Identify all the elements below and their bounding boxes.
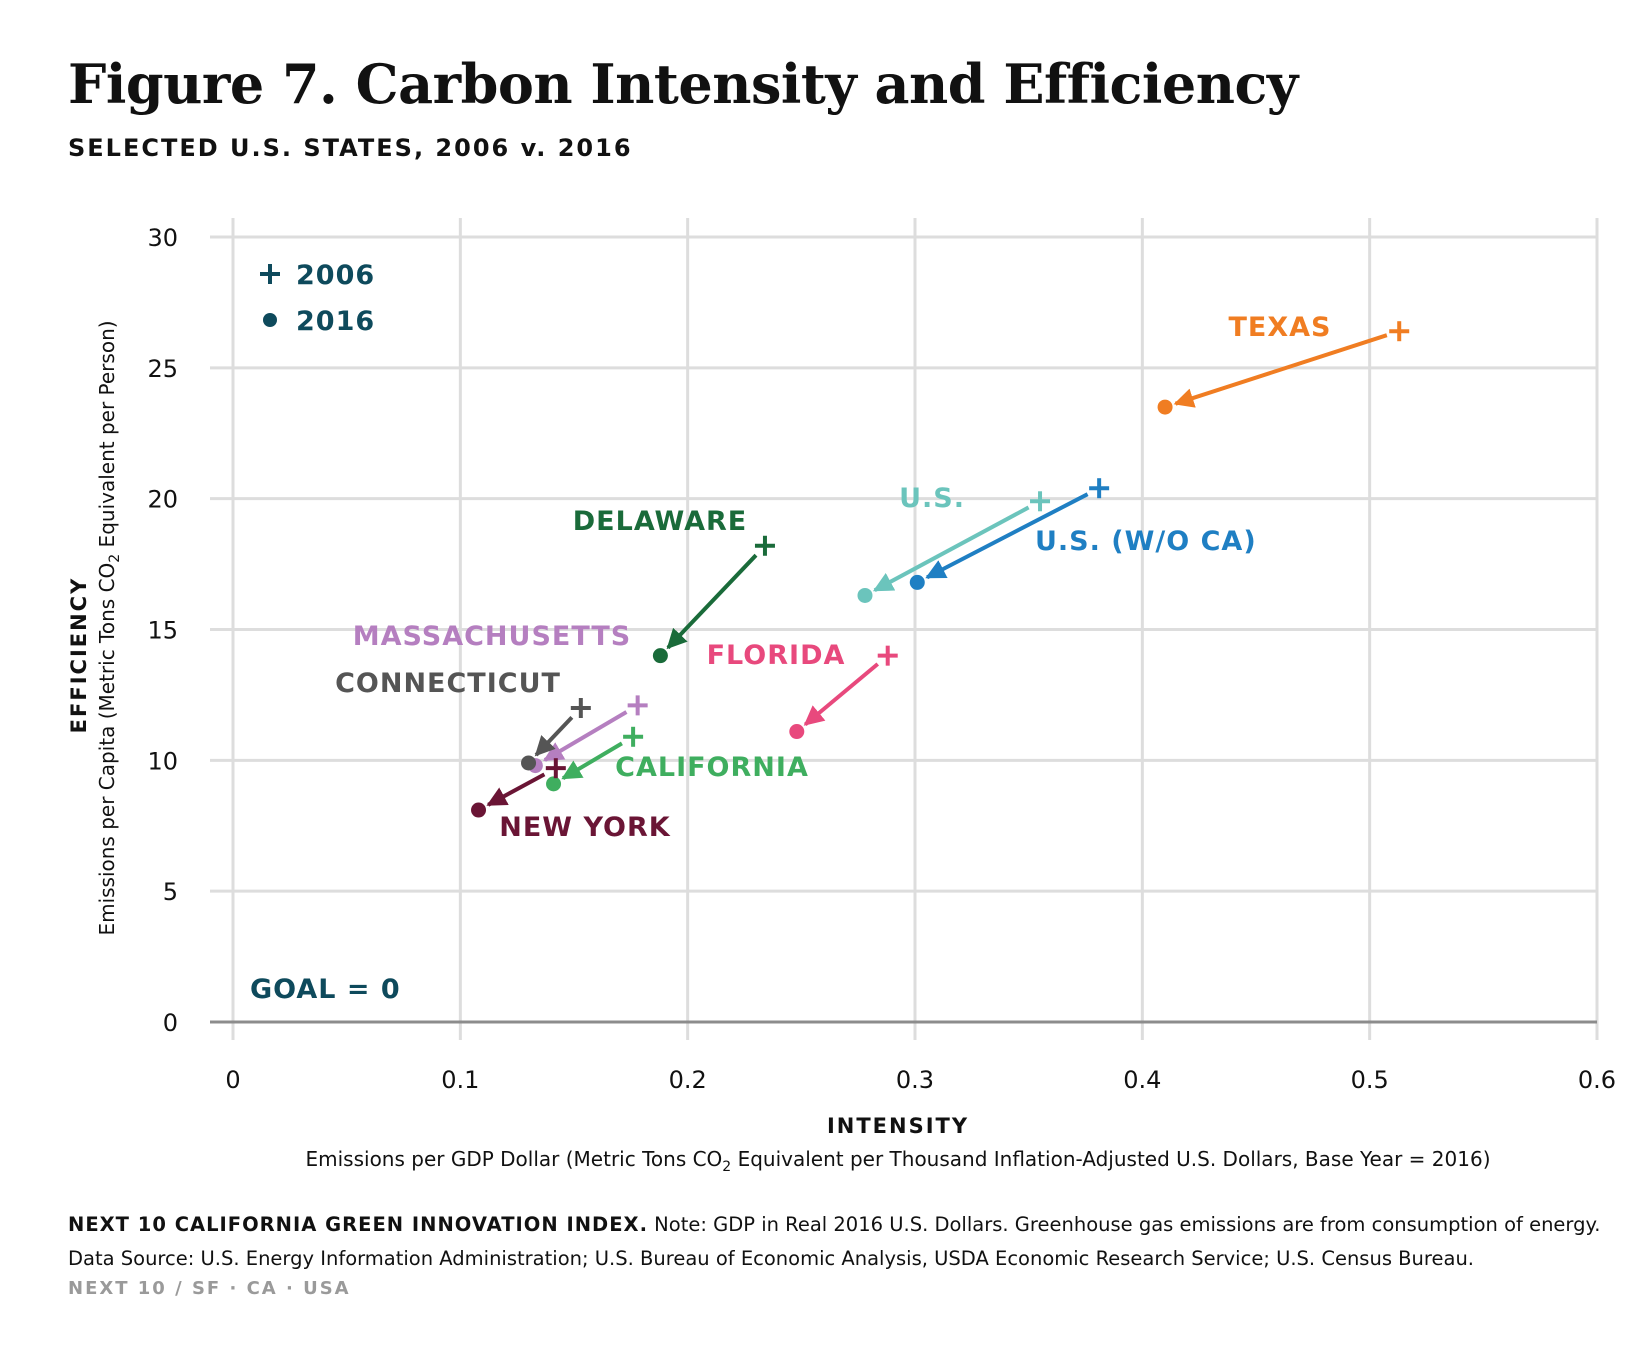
scatter-chart: 0 5 10 15 20 25 30 0 0.1 0.2 0.3 0.4 0.5 0.6 TEXAS U.S…	[67, 218, 1616, 1175]
legend-label-2006: 2006	[296, 260, 375, 291]
series-label: CALIFORNIA	[615, 752, 809, 783]
x-axis-subtitle: Emissions per GDP Dollar (Metric Tons CO…	[306, 1147, 1491, 1175]
change-arrow	[666, 553, 758, 650]
x-axis-title: INTENSITY	[827, 1114, 969, 1138]
y-tick-label: 25	[147, 355, 178, 383]
data-series: TEXAS U.S. U.S. (W/O CA) DELAWARE FLORIDA MAS…	[335, 312, 1410, 843]
change-arrow	[486, 772, 546, 807]
series-u-s: U.S.	[857, 483, 1051, 603]
series-label: MASSACHUSETTS	[353, 621, 631, 652]
change-arrow	[872, 505, 1030, 593]
footer-source: NEXT 10 CALIFORNIA GREEN INNOVATION INDE…	[68, 1213, 648, 1236]
point-2016	[789, 724, 805, 740]
series-label: FLORIDA	[707, 640, 846, 671]
y-tick-label: 30	[147, 224, 178, 252]
x-tick-label: 0.3	[896, 1066, 934, 1094]
series-label: NEW YORK	[499, 812, 671, 843]
y-tick-label: 10	[147, 747, 178, 775]
x-tick-label: 0.5	[1351, 1066, 1389, 1094]
point-2016	[546, 776, 562, 792]
y-tick-label: 15	[147, 617, 178, 645]
series-label: U.S. (W/O CA)	[1035, 526, 1257, 557]
change-arrow	[561, 741, 623, 781]
x-tick-label: 0	[225, 1066, 240, 1094]
series-label: CONNECTICUT	[335, 668, 561, 699]
point-2016	[857, 587, 873, 603]
series-delaware: DELAWARE	[573, 506, 775, 664]
gridlines	[210, 218, 1599, 1040]
series-florida: FLORIDA	[707, 640, 898, 740]
x-tick-label: 0.4	[1123, 1066, 1161, 1094]
y-tick-label: 0	[163, 1009, 178, 1037]
x-tick-label: 0.1	[441, 1066, 479, 1094]
series-u-s-w-o-ca: U.S. (W/O CA)	[909, 478, 1257, 590]
series-california: CALIFORNIA	[546, 726, 809, 792]
change-arrow	[543, 710, 628, 762]
y-axis-subtitle: Emissions per Capita (Metric Tons CO2 Eq…	[95, 320, 123, 935]
point-2016	[909, 574, 925, 590]
footer-note: NEXT 10 CALIFORNIA GREEN INNOVATION INDE…	[68, 1208, 1608, 1276]
legend: 2006 2016	[260, 260, 375, 337]
series-texas: TEXAS	[1157, 312, 1410, 415]
y-tick-label: 5	[163, 878, 178, 906]
y-tick-label: 20	[147, 486, 178, 514]
change-arrow	[1173, 333, 1388, 408]
footer-note-text: Note: GDP in Real 2016 U.S. Dollars. Gre…	[68, 1213, 1601, 1270]
series-new-york: NEW YORK	[471, 758, 671, 843]
series-label: TEXAS	[1228, 312, 1331, 343]
change-arrow	[803, 662, 880, 727]
series-label: DELAWARE	[573, 506, 747, 537]
axis-ticks: 0 5 10 15 20 25 30 0 0.1 0.2 0.3 0.4 0.5 0.6	[147, 224, 1616, 1094]
x-tick-label: 0.2	[669, 1066, 707, 1094]
legend-circle-marker	[263, 313, 277, 327]
chart-title: Figure 7. Carbon Intensity and Efficienc…	[68, 52, 1298, 116]
legend-plus-marker	[260, 264, 280, 284]
point-2016	[652, 648, 668, 664]
series-connecticut: CONNECTICUT	[335, 668, 591, 771]
goal-annotation: GOAL = 0	[250, 974, 401, 1005]
chart-subtitle: SELECTED U.S. STATES, 2006 v. 2016	[68, 134, 633, 162]
point-2016	[1157, 399, 1173, 415]
point-2016	[471, 802, 487, 818]
change-arrow	[534, 716, 574, 757]
legend-label-2016: 2016	[296, 306, 375, 337]
footer-credit: NEXT 10 / SF · CA · USA	[68, 1278, 351, 1299]
x-tick-label: 0.6	[1578, 1066, 1616, 1094]
point-2016	[521, 755, 537, 771]
series-label: U.S.	[899, 483, 965, 514]
y-axis-title: EFFICIENCY	[67, 577, 91, 734]
change-arrow	[925, 492, 1089, 580]
